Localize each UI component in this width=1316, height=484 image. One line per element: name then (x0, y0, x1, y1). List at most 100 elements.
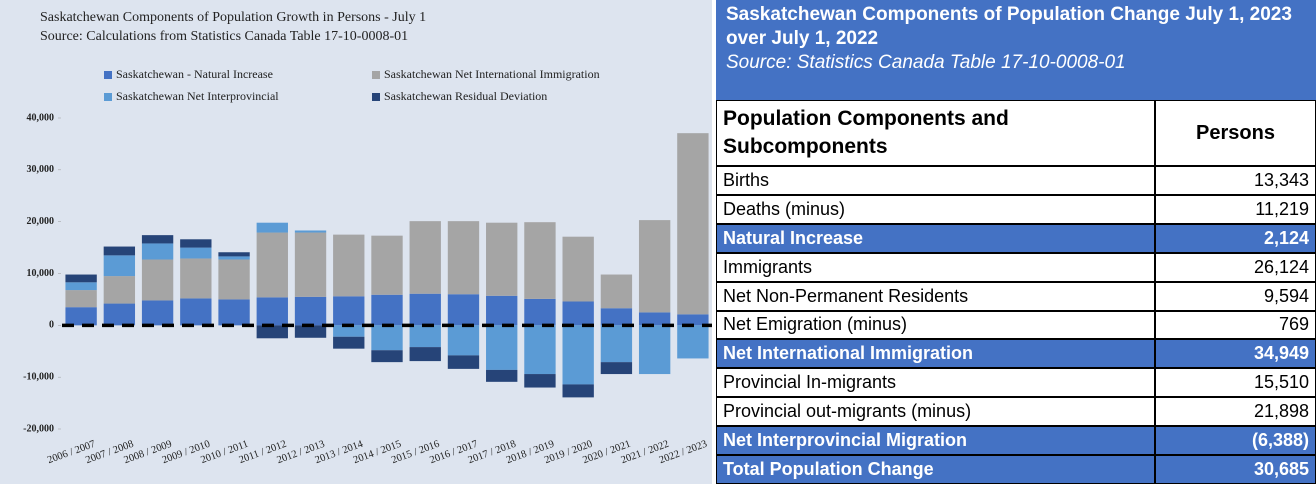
bar-segment (371, 325, 403, 351)
bar-segment (218, 299, 250, 326)
bar-segment (447, 294, 480, 326)
y-tick-label: 30,000 (27, 164, 55, 175)
bar-segment (486, 369, 518, 382)
bar-segment (524, 374, 556, 388)
row-value: 26,124 (1155, 252, 1316, 282)
bar-segment (524, 222, 556, 299)
y-tick-label: -10,000 (23, 371, 54, 382)
bar-segment (524, 325, 556, 375)
bar-segment (371, 235, 403, 295)
table: Saskatchewan Components of Population Ch… (716, 0, 1316, 484)
bar-segment (103, 276, 136, 304)
bar-segment (65, 274, 97, 283)
legend-label: Saskatchewan - Natural Increase (116, 67, 273, 81)
bar-segment (409, 347, 441, 362)
y-tick-label: -20,000 (23, 423, 54, 434)
bar-segment (562, 325, 594, 385)
column-header: Population Components and Subcomponents (716, 100, 1155, 166)
row-label: Provincial In-migrants (716, 368, 1155, 398)
bar-segment (638, 312, 671, 326)
bar-segment (180, 298, 212, 326)
bar-segment (409, 325, 441, 348)
row-label: Net Emigration (minus) (716, 310, 1155, 340)
y-tick-label: 40,000 (27, 112, 55, 123)
legend-label: Saskatchewan Net International Immigrati… (384, 67, 600, 81)
bar-segment (486, 222, 518, 296)
row-label: Immigrants (716, 252, 1155, 282)
legend-swatch (104, 71, 112, 79)
bar-segment (600, 274, 633, 309)
chart: Saskatchewan Components of Population Gr… (0, 0, 712, 484)
bar-segment (447, 221, 480, 295)
row-value: 34,949 (1155, 339, 1316, 369)
row-value: 13,343 (1155, 166, 1316, 195)
bar-segment (218, 259, 250, 300)
row-value: 11,219 (1155, 194, 1316, 224)
bar-segment (180, 247, 212, 259)
bar-segment (141, 243, 174, 260)
row-value: 769 (1155, 310, 1316, 340)
bar-segment (256, 232, 288, 298)
bar-segment (524, 298, 556, 326)
bar-segment (333, 234, 365, 297)
bar-segment (141, 259, 174, 301)
row-value: 30,685 (1155, 455, 1316, 484)
bar-segment (333, 336, 365, 349)
bar-segment (638, 325, 671, 375)
row-label: Births (716, 166, 1155, 195)
bar-segment (677, 133, 709, 315)
row-label: Net Non-Permanent Residents (716, 281, 1155, 311)
row-label: Deaths (minus) (716, 194, 1155, 224)
bar-segment (562, 384, 594, 398)
bar-segment (180, 258, 212, 299)
row-value: 15,510 (1155, 368, 1316, 398)
bar-segment (294, 325, 327, 338)
legend-swatch (372, 93, 380, 101)
row-label: Net International Immigration (716, 339, 1155, 369)
bar-segment (294, 230, 327, 233)
bar-segment (409, 293, 441, 326)
bar-segment (600, 308, 633, 326)
table-header: Saskatchewan Components of Population Ch… (716, 0, 1316, 100)
bar-segment (256, 297, 288, 326)
bar-segment (677, 314, 709, 326)
chart-title: Saskatchewan Components of Population Gr… (40, 10, 426, 25)
bar-segment (103, 303, 136, 326)
row-value: (6,388) (1155, 426, 1316, 456)
bar-segment (486, 295, 518, 326)
bar-segment (333, 325, 365, 337)
bar-segment (180, 239, 212, 248)
table-title: Saskatchewan Components of Population Ch… (726, 4, 1292, 49)
bar-segment (562, 236, 594, 302)
bar-segment (65, 282, 97, 291)
bar-segment (447, 325, 480, 356)
bar-segment (218, 256, 250, 260)
legend-swatch (372, 71, 380, 79)
bar-segment (103, 255, 136, 277)
legend-label: Saskatchewan Net Interprovincial (116, 89, 279, 103)
bar-segment (141, 300, 174, 326)
row-label: Net Interprovincial Migration (716, 426, 1155, 456)
chart-subtitle: Source: Calculations from Statistics Can… (40, 29, 408, 44)
bar-segment (65, 307, 97, 326)
bar-segment (256, 222, 288, 233)
bar-segment (333, 296, 365, 326)
row-value: 21,898 (1155, 397, 1316, 427)
bar-segment (103, 246, 136, 256)
y-tick-label: 10,000 (27, 268, 55, 279)
row-value: 9,594 (1155, 281, 1316, 311)
row-label: Total Population Change (716, 455, 1155, 484)
legend-label: Saskatchewan Residual Deviation (384, 89, 547, 103)
bar-segment (600, 325, 633, 363)
bar-segment (294, 296, 327, 326)
bar-segment (677, 325, 709, 359)
bar-segment (65, 290, 97, 308)
y-tick-label: 0 (49, 320, 54, 331)
row-label: Provincial out-migrants (minus) (716, 397, 1155, 427)
bar-segment (371, 294, 403, 326)
bar-segment (447, 355, 480, 369)
bar-segment (638, 220, 671, 313)
column-header: Persons (1155, 100, 1316, 166)
bar-segment (600, 362, 633, 375)
